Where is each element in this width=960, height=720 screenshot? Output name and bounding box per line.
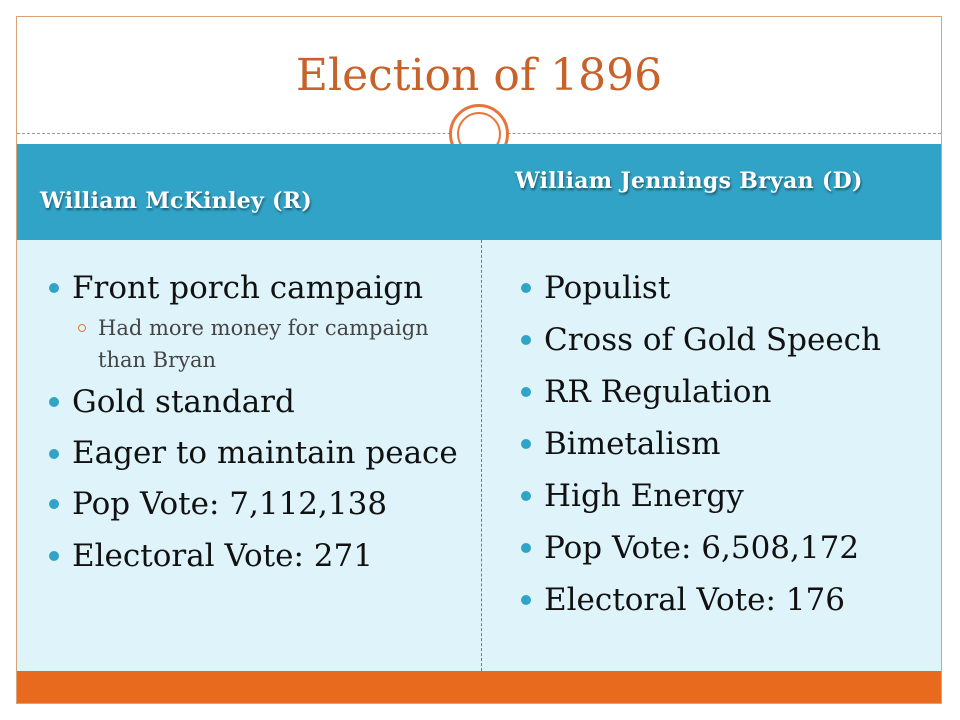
- list-item: Electoral Vote: 176: [520, 578, 930, 622]
- list-item: RR Regulation: [520, 370, 930, 414]
- list-item: Eager to maintain peace: [48, 432, 468, 474]
- footer-band: [17, 671, 941, 703]
- column-divider: [481, 240, 482, 671]
- bryan-list: Populist Cross of Gold Speech RR Regulat…: [520, 266, 930, 630]
- list-item: Bimetalism: [520, 422, 930, 466]
- list-item: Pop Vote: 7,112,138: [48, 482, 468, 526]
- sub-list-item: Had more money for campaign than Bryan: [48, 312, 468, 376]
- list-item: Front porch campaign: [48, 266, 468, 310]
- slide-title: Election of 1896: [295, 50, 663, 101]
- mckinley-list: Front porch campaign Had more money for …: [48, 266, 468, 586]
- column-body-band: [17, 240, 941, 671]
- list-item: Gold standard: [48, 380, 468, 424]
- mckinley-heading: William McKinley (R): [40, 188, 313, 214]
- bryan-heading: William Jennings Bryan (D): [515, 168, 863, 194]
- list-item: Cross of Gold Speech: [520, 318, 930, 362]
- list-item: Populist: [520, 266, 930, 310]
- list-item: Electoral Vote: 271: [48, 534, 468, 578]
- list-item: High Energy: [520, 474, 930, 518]
- list-item: Pop Vote: 6,508,172: [520, 526, 930, 570]
- column-header-band: [17, 144, 941, 240]
